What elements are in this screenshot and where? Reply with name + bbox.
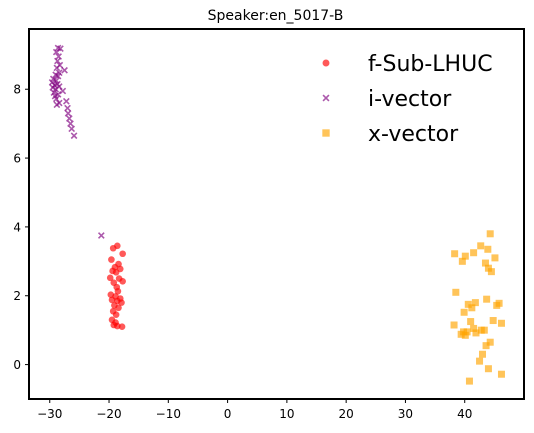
x-tick-label: −30 [37,407,62,421]
f-sub-lhuc-point [119,277,126,285]
chart-title: Speaker:en_5017-B [208,8,344,24]
x-vector-point [464,300,472,308]
i-vector-point [52,95,60,103]
i-vector-point [54,57,61,65]
f-sub-lhuc-point [115,304,122,312]
i-vector-point [53,64,61,72]
x-tick-label: 0 [224,407,232,421]
x-tick-label: 30 [398,407,413,421]
i-vector-point [52,85,60,93]
x-vector-point [477,242,485,250]
x-vector-point [476,357,484,365]
y-tick-label: 0 [13,358,21,372]
x-vector-point [484,245,492,253]
axis-ticks: −30 −20 −10 0 10 20 30 40 0 2 4 6 8 [13,83,472,421]
f-sub-lhuc-point [106,274,114,282]
i-vector-point [65,115,73,122]
x-vector-point [467,318,475,326]
x-vector-point [451,250,459,258]
i-vector-point [64,109,72,117]
x-vector-point [489,317,497,325]
x-vector-point [484,365,492,373]
x-vector-point [470,324,478,332]
x-vector-point [481,259,489,267]
x-vector-point [452,288,460,296]
x-vector-point [493,301,501,309]
f-sub-lhuc-point [112,311,120,318]
f-sub-lhuc-point [109,244,117,252]
f-sub-lhuc-point [119,250,126,258]
i-vector-point [68,125,76,133]
i-vector-point [52,48,60,56]
f-sub-lhuc-point [118,299,125,306]
legend-marker-i-vector [322,94,330,102]
x-tick-label: 10 [279,407,294,421]
y-tick-label: 2 [13,289,21,303]
i-vector-point [54,72,62,80]
legend-marker-f-sub-lhuc [322,59,330,67]
legend-label-x-vector: x-vector [368,122,459,147]
i-vector-point [53,101,61,109]
x-vector-point [487,268,495,276]
legend-marker-x-vector [322,129,330,137]
x-vector-point [457,330,465,338]
y-tick-label: 4 [13,220,21,234]
i-vector-point [97,232,105,239]
legend: f-Sub-LHUC i-vector x-vector [322,52,493,147]
f-sub-lhuc-point [108,296,116,304]
legend-label-f-sub-lhuc: f-Sub-LHUC [368,52,493,77]
x-tick-label: 20 [339,407,354,421]
f-sub-lhuc-point [112,269,120,276]
x-tick-label: 40 [457,407,472,421]
data-points [48,44,505,385]
x-vector-point [458,257,466,265]
f-sub-lhuc-point [118,323,126,331]
x-tick-label: −20 [96,407,121,421]
x-tick-label: −10 [156,407,181,421]
x-vector-point [497,370,505,378]
x-vector-point [497,319,505,327]
i-vector-point [55,53,63,60]
legend-label-i-vector: i-vector [368,87,452,112]
i-vector-point [59,87,67,95]
x-vector-point [461,252,469,260]
x-vector-point [486,338,494,346]
x-vector-point [471,299,479,307]
x-vector-point [479,350,487,358]
x-vector-point [491,254,499,262]
x-vector-point [480,326,488,334]
x-vector-point [470,249,478,257]
f-sub-lhuc-point [114,287,122,295]
x-vector-point [468,304,476,312]
x-vector-point [465,377,473,385]
i-vector-point [64,104,71,112]
f-sub-lhuc-point [108,256,115,263]
y-tick-label: 8 [13,83,21,97]
i-vector-point [62,97,70,105]
x-vector-point [461,331,469,339]
x-vector-point [486,230,494,238]
x-vector-point [483,295,491,303]
x-vector-point [460,308,468,316]
i-vector-point [61,66,68,74]
y-tick-label: 6 [13,152,21,166]
i-vector-point [70,132,78,140]
x-vector-point [450,321,458,329]
x-vector-point [482,342,490,350]
x-vector-point [472,329,480,337]
i-vector-point [67,120,74,128]
plot-frame [28,28,525,400]
